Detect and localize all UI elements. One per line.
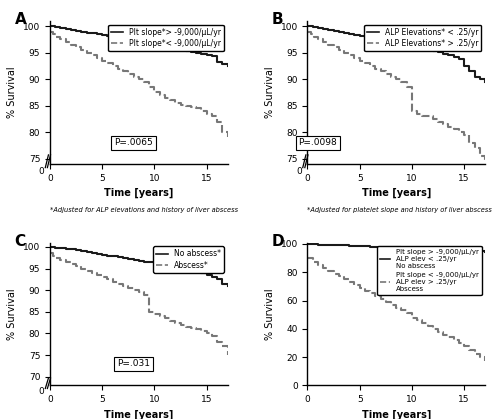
Text: P=.0065: P=.0065 xyxy=(114,138,153,147)
X-axis label: Time [years]: Time [years] xyxy=(104,188,174,199)
Text: 0: 0 xyxy=(296,167,302,176)
Text: P=.0098: P=.0098 xyxy=(298,138,338,147)
X-axis label: Time [years]: Time [years] xyxy=(362,188,431,199)
Text: 0: 0 xyxy=(38,167,44,176)
X-axis label: Time [years]: Time [years] xyxy=(362,410,431,419)
Text: P=.031: P=.031 xyxy=(117,360,150,368)
Y-axis label: % Survival: % Survival xyxy=(8,67,18,118)
Y-axis label: % Survival: % Survival xyxy=(265,288,275,340)
Legend: Plt slope*> -9,000/μL/yr, Plt slope*< -9,000/μL/yr: Plt slope*> -9,000/μL/yr, Plt slope*< -9… xyxy=(108,25,224,51)
X-axis label: Time [years]: Time [years] xyxy=(104,410,174,419)
Text: P<.0001: P<.0001 xyxy=(398,256,436,265)
Text: *Adjusted for ALP elevations and history of liver abscess: *Adjusted for ALP elevations and history… xyxy=(50,207,238,213)
Y-axis label: % Survival: % Survival xyxy=(8,288,18,340)
Y-axis label: % Survival: % Survival xyxy=(265,67,275,118)
Legend: No abscess*, Abscess*: No abscess*, Abscess* xyxy=(153,246,224,273)
Text: 0: 0 xyxy=(38,388,44,396)
Text: C: C xyxy=(14,234,26,249)
Text: B: B xyxy=(272,13,283,27)
Text: A: A xyxy=(14,13,26,27)
Text: *Adjusted for platelet slope and history of liver abscess: *Adjusted for platelet slope and history… xyxy=(308,207,492,213)
Legend: Plt slope > -9,000/μL/yr
ALP elev < .25/yr
No abscess, Plt slope < -9,000/μL/yr
: Plt slope > -9,000/μL/yr ALP elev < .25/… xyxy=(377,246,482,295)
Legend: ALP Elevations* < .25/yr, ALP Elevations* > .25/yr: ALP Elevations* < .25/yr, ALP Elevations… xyxy=(364,25,481,51)
Text: D: D xyxy=(272,234,284,249)
